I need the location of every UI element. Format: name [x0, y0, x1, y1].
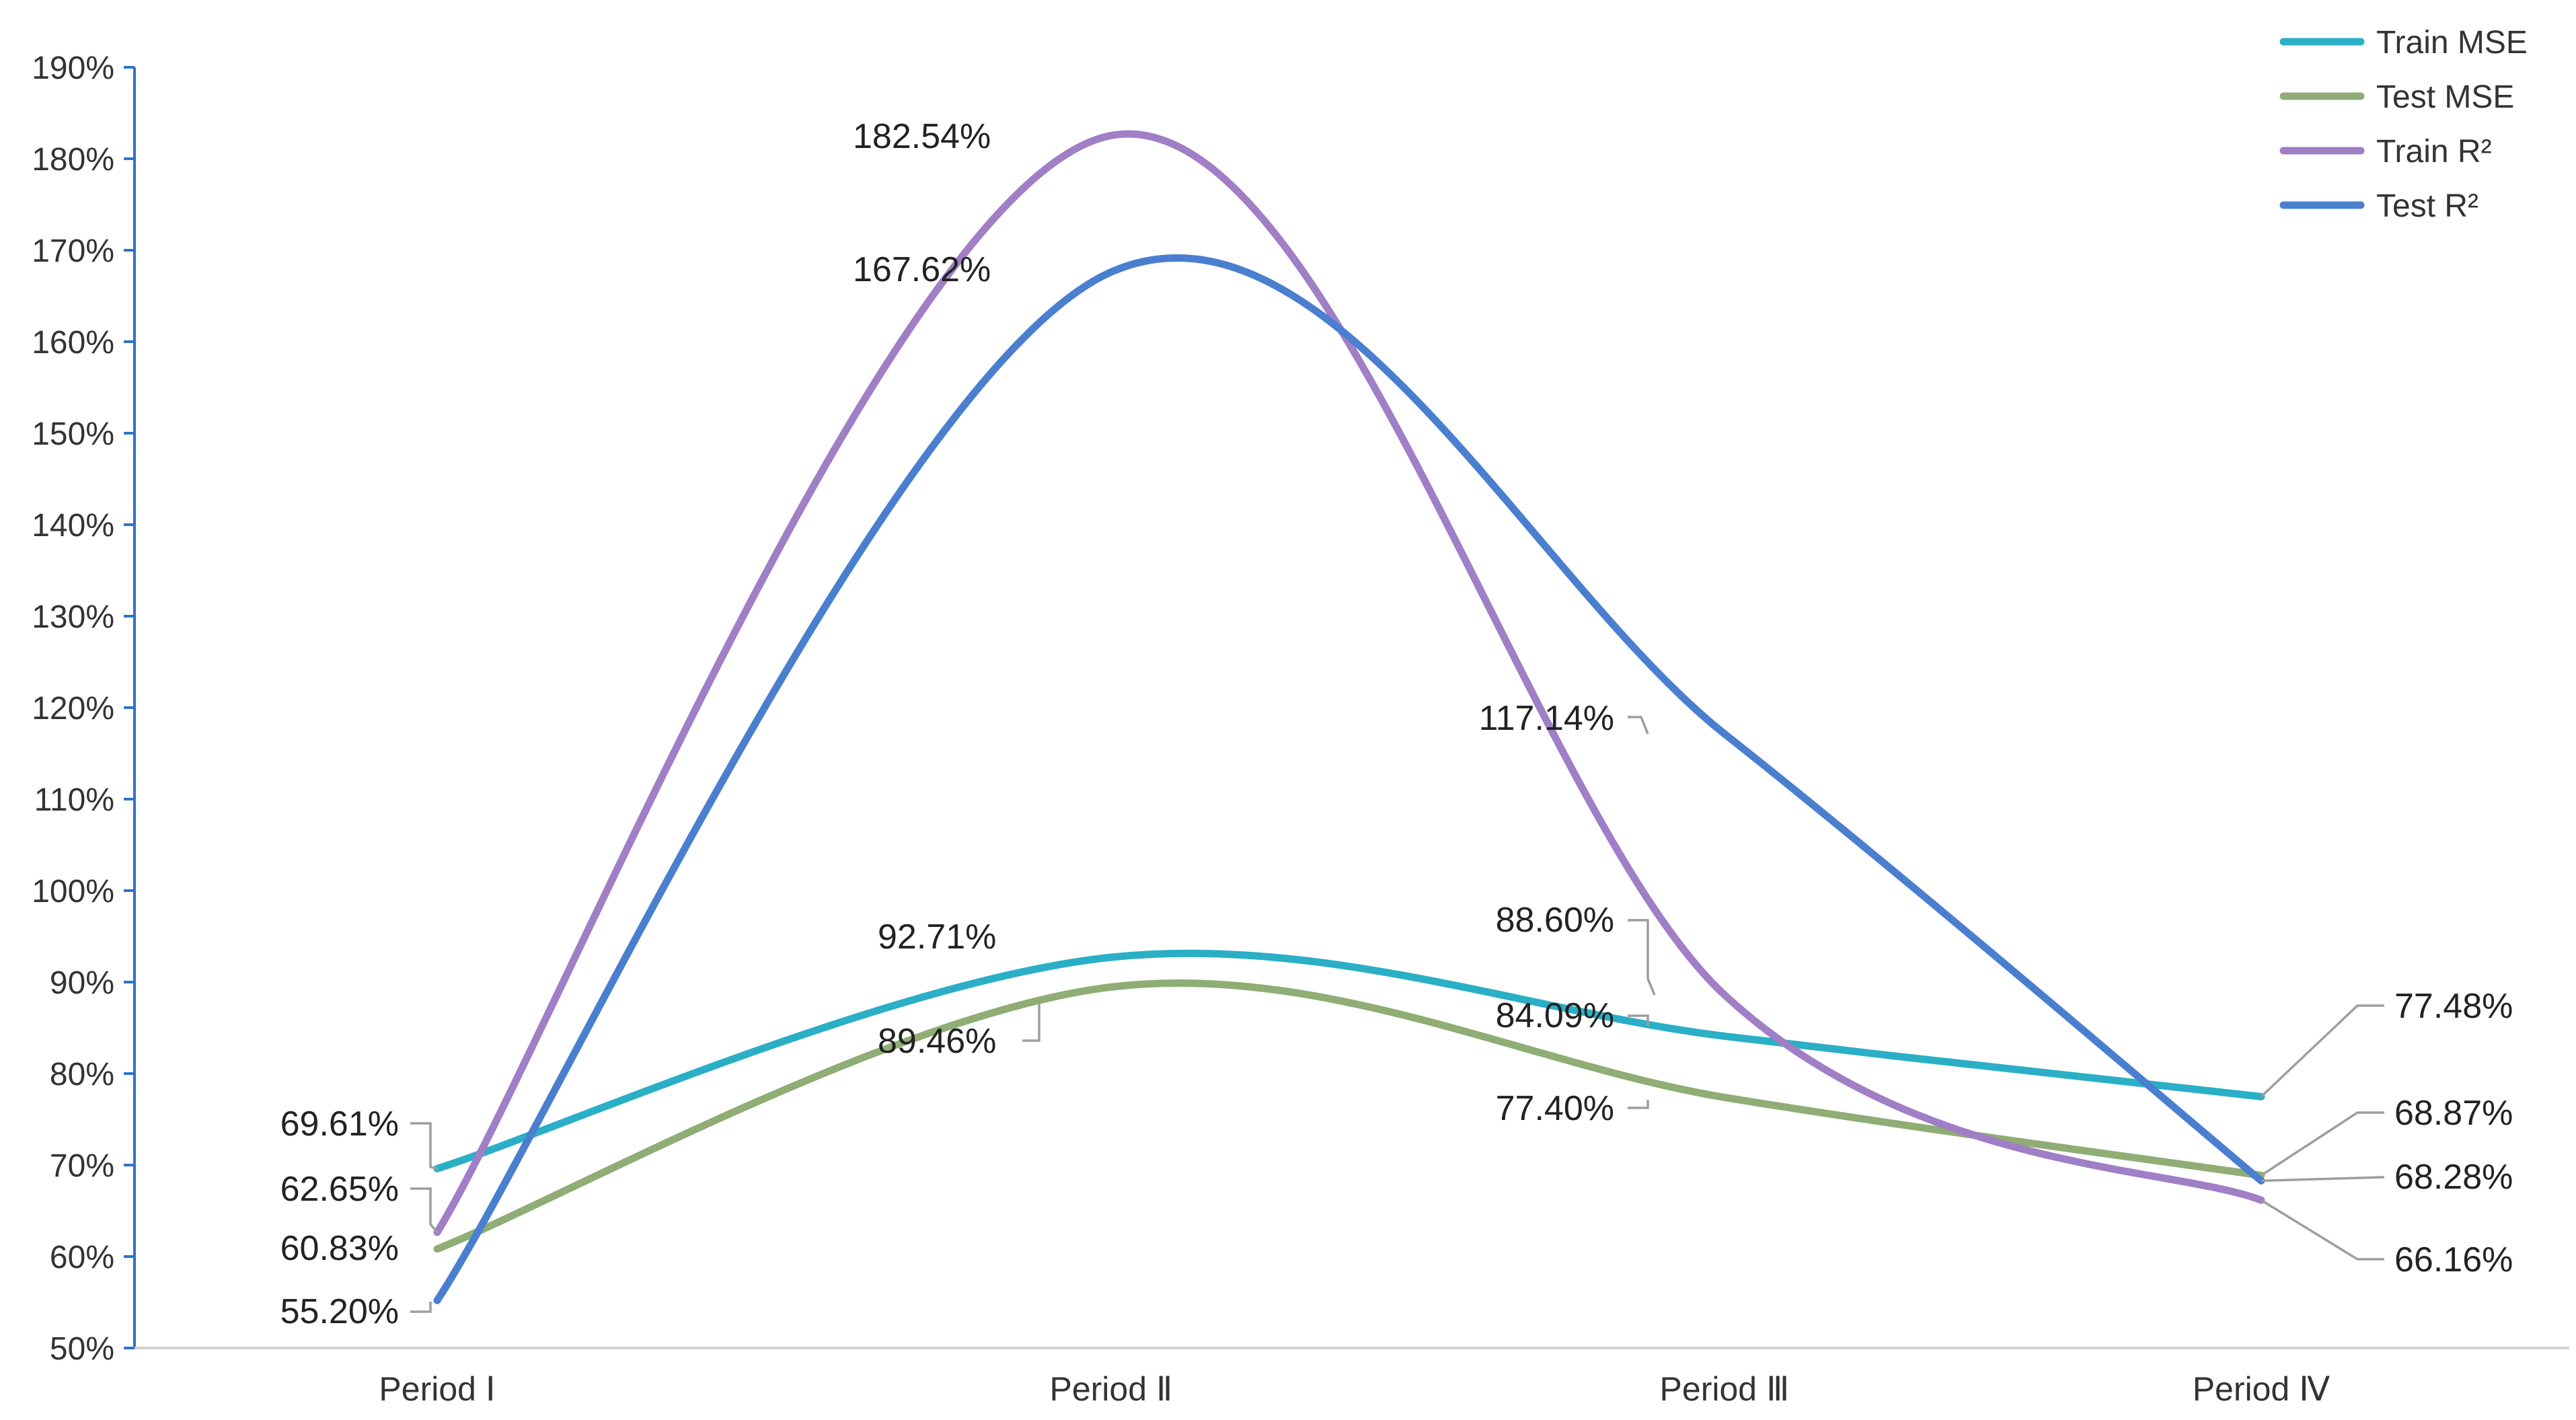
series-line-test-mse — [433, 979, 2265, 1253]
data-label: 77.40% — [1496, 1089, 1614, 1128]
data-label: 69.61% — [280, 1105, 399, 1144]
y-tick-label: 190% — [32, 50, 114, 86]
y-tick-label: 180% — [32, 142, 114, 178]
x-tick-label: Period Ⅱ — [1049, 1370, 1172, 1408]
data-label-leader-line — [2261, 1199, 2384, 1261]
data-label: 60.83% — [280, 1229, 399, 1268]
y-tick-label: 160% — [32, 325, 114, 361]
y-tick-label: 70% — [50, 1148, 114, 1184]
data-label-leader-line — [1628, 716, 1649, 735]
y-tick-label: 80% — [50, 1057, 114, 1092]
x-tick-label: Period Ⅰ — [379, 1370, 495, 1408]
data-label-leader-line — [1628, 1100, 1649, 1109]
data-label: 92.71% — [878, 918, 996, 957]
y-tick-label: 50% — [50, 1331, 114, 1367]
legend-label: Train R² — [2376, 134, 2492, 170]
y-tick-label: 150% — [32, 416, 114, 452]
data-label: 68.28% — [2394, 1158, 2513, 1197]
data-label: 62.65% — [280, 1170, 399, 1209]
series-line-train-mse — [433, 949, 2265, 1172]
data-label: 68.87% — [2394, 1094, 2513, 1133]
data-label-leader-line — [410, 1187, 439, 1234]
data-label-leader-line — [2261, 1176, 2385, 1183]
data-label: 77.48% — [2394, 987, 2513, 1026]
series-lines — [433, 130, 2265, 1304]
data-label-leader-line — [2260, 1004, 2384, 1098]
data-label: 89.46% — [878, 1022, 996, 1061]
data-label-leader-line — [410, 1122, 438, 1170]
data-label: 182.54% — [853, 117, 991, 156]
axes: 50% 60% 70% 80% 90% 100% 110% 120% 130% 140% 150% 1… — [32, 50, 2569, 1408]
y-tick-label: 130% — [32, 599, 114, 635]
data-label-leader-line — [1628, 1014, 1649, 1026]
data-label: 167.62% — [853, 250, 991, 289]
data-label: 66.16% — [2394, 1240, 2513, 1279]
legend-label: Test MSE — [2376, 79, 2514, 115]
series-line-test-r- — [433, 254, 2265, 1304]
x-tick-label: Period Ⅳ — [2193, 1370, 2331, 1408]
data-label-leader-line — [2261, 1111, 2384, 1176]
data-label-leader-line — [1628, 919, 1656, 996]
data-labels: 69.61% 62.65% 60.83% 55.20% 182.54% 167.62% 92… — [280, 117, 2513, 1331]
data-label-leader-line — [1022, 1004, 1040, 1042]
y-tick-label: 170% — [32, 233, 114, 269]
legend-label: Test R² — [2376, 188, 2478, 224]
y-tick-label: 120% — [32, 691, 114, 726]
series-line-train-r- — [433, 130, 2265, 1236]
legend: Train MSE Test MSE Train R² Test R² — [2279, 25, 2528, 224]
data-label-leaders — [410, 716, 2385, 1313]
data-label: 84.09% — [1496, 996, 1614, 1035]
data-label: 117.14% — [1479, 699, 1614, 738]
legend-label: Train MSE — [2376, 25, 2528, 61]
y-tick-label: 140% — [32, 508, 114, 544]
data-label: 55.20% — [280, 1292, 399, 1331]
y-tick-label: 100% — [32, 874, 114, 909]
x-tick-label: Period Ⅲ — [1660, 1370, 1790, 1408]
data-label-leader-line — [410, 1302, 432, 1313]
y-tick-label: 90% — [50, 965, 114, 1001]
y-tick-label: 110% — [34, 782, 114, 818]
data-label: 88.60% — [1496, 901, 1614, 940]
y-tick-label: 60% — [50, 1240, 114, 1275]
